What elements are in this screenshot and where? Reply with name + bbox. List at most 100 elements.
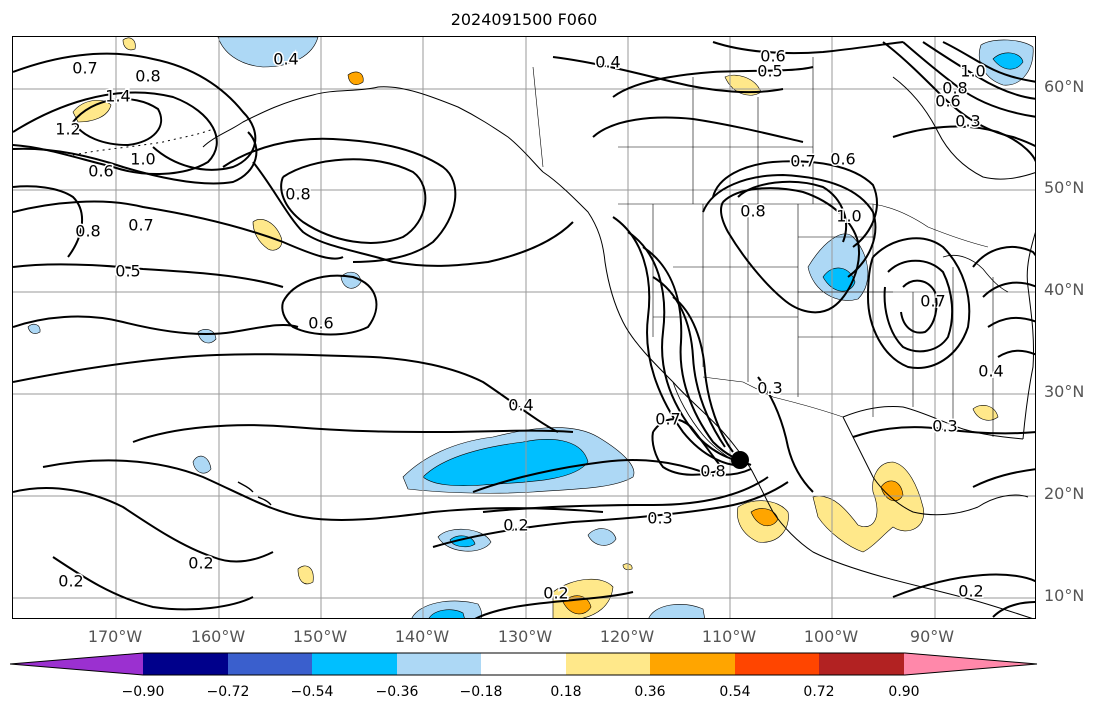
lon-label-150w: 150°W: [292, 627, 348, 646]
contour-label: 0.7: [72, 59, 97, 78]
contour-tc-outer: [472, 459, 752, 493]
yellow-anomaly-small-1: [297, 565, 314, 585]
contour-0.6-open: [252, 161, 574, 267]
contour-0.5-north: [612, 66, 814, 98]
contour-0.7-west: [13, 200, 344, 260]
contour-0.4-long: [13, 353, 559, 433]
colorbar-segment: [566, 653, 650, 675]
state-lines: [652, 204, 994, 437]
blue-anomaly-small-8: [27, 323, 41, 334]
contour-label: 0.8: [285, 185, 310, 204]
contour-0.3-gulf: [852, 426, 1035, 438]
contour-label: 0.8: [942, 79, 967, 98]
colorbar: [10, 652, 1038, 676]
contour-0.2-east: [972, 468, 1035, 488]
contour-0.2-south: [474, 591, 634, 618]
lat-label-50n: 50°N: [1044, 178, 1085, 197]
yellow-anomaly-small-3: [347, 71, 364, 85]
colorbar-tick: −0.36: [375, 684, 419, 700]
yellow-anomaly-central-america: [812, 461, 925, 553]
lat-label-30n: 30°N: [1044, 382, 1085, 401]
contour-label: 0.7: [655, 410, 680, 429]
blue-anomaly-small-1: [340, 271, 362, 289]
canada-provinces: [618, 57, 814, 204]
cyan-anomaly-small-6: [428, 609, 465, 618]
colorbar-tick: 0.72: [803, 684, 835, 700]
contour-label: 0.3: [647, 509, 672, 528]
contour-0.5-west: [13, 263, 284, 288]
contour-label: 0.7: [920, 292, 945, 311]
colorbar-tick: −0.18: [459, 684, 503, 700]
contour-ne-2: [902, 41, 1035, 118]
lon-label-110w: 110°W: [701, 627, 757, 646]
contour-label: 0.6: [760, 47, 785, 66]
contour-ne-4: [942, 41, 1035, 83]
blue-anomaly-small-2: [197, 329, 217, 344]
contour-tc-baja: [651, 418, 725, 476]
lat-label-60n: 60°N: [1044, 77, 1085, 96]
lat-label-20n: 20°N: [1044, 484, 1085, 503]
contour-1.0-plains: [719, 187, 860, 314]
lon-label-130w: 130°W: [497, 627, 553, 646]
contour-label: 0.2: [503, 516, 528, 535]
contour-east-6: [987, 316, 1035, 328]
contour-0.4-pacific: [132, 424, 574, 443]
colorbar-segment: [10, 653, 143, 675]
coastlines: [72, 76, 1035, 618]
contour-label: 0.6: [88, 162, 113, 181]
aleutian-islands: [72, 128, 214, 156]
contour-label: 0.8: [700, 462, 725, 481]
contour-0.8-west: [13, 185, 84, 258]
lon-label-140w: 140°W: [394, 627, 450, 646]
colorbar-tick: 0.36: [634, 684, 666, 700]
contour-0.3-mid: [482, 476, 769, 513]
contour-east-1: [866, 237, 971, 369]
contour-label: 0.5: [757, 62, 782, 81]
contour-label: 0.2: [58, 572, 83, 591]
contour-label: 0.3: [757, 379, 782, 398]
yucatan: [977, 494, 1029, 508]
shaded-field: [27, 37, 1034, 618]
political-borders: [532, 57, 994, 437]
east-coast: [1022, 231, 1035, 440]
contour-0.2-mid: [432, 481, 789, 548]
contour-label: 0.7: [790, 152, 815, 171]
contour-0.2-south-west: [52, 556, 254, 611]
contour-0.3-pacific: [42, 459, 604, 521]
colorbar-tick: 0.90: [888, 684, 920, 700]
alaska-coast: [202, 86, 544, 173]
contour-label: 1.2: [55, 120, 80, 139]
hawaii-islands: [237, 481, 272, 506]
contour-se-1: [992, 601, 1035, 618]
lon-label-170w: 170°W: [87, 627, 143, 646]
graticule: [13, 37, 1035, 618]
blue-anomaly-small-7: [648, 603, 705, 618]
contour-east-4: [972, 246, 1035, 268]
lon-label-120w: 120°W: [599, 627, 655, 646]
contour-label: 0.8: [135, 67, 160, 86]
colorbar-tick: −0.72: [206, 684, 250, 700]
contour-east-2: [883, 259, 954, 353]
map-panel[interactable]: 0.7 0.8 1.4 1.2 1.0 0.6 0.8 0.7 0.5 0.4 0.8 0.6 0.4 0…: [12, 36, 1036, 619]
yellow-anomaly-small-4: [972, 404, 999, 421]
contour-label: 0.5: [115, 262, 140, 281]
colorbar-tick: −0.54: [290, 684, 334, 700]
contour-label: 0.4: [595, 53, 620, 72]
contour-label-layer: 0.7 0.81.41.21.00.60.8 0.70.50.40.80.60.40…: [54, 45, 1005, 604]
contour-label: 0.2: [543, 584, 568, 603]
us-canada-border: [618, 203, 989, 248]
colorbar-segment: [819, 653, 904, 675]
yellow-anomaly-small-5: [122, 37, 136, 51]
storm-center-marker[interactable]: [731, 451, 749, 469]
contour-0.5-mid: [13, 315, 299, 335]
lat-label-10n: 10°N: [1044, 586, 1085, 605]
map-canvas: 0.7 0.81.41.21.00.60.8 0.70.50.40.80.60.40…: [13, 37, 1035, 618]
contour-label: 0.8: [740, 202, 765, 221]
contour-lines: [13, 41, 1035, 618]
contour-tc-1: [612, 216, 744, 467]
colorbar-segment: [904, 653, 1037, 675]
cyan-anomaly-hawaii-east: [422, 439, 589, 487]
contour-tc-3: [642, 246, 752, 466]
colorbar-segment: [397, 653, 481, 675]
colorbar-tick: 0.18: [550, 684, 582, 700]
